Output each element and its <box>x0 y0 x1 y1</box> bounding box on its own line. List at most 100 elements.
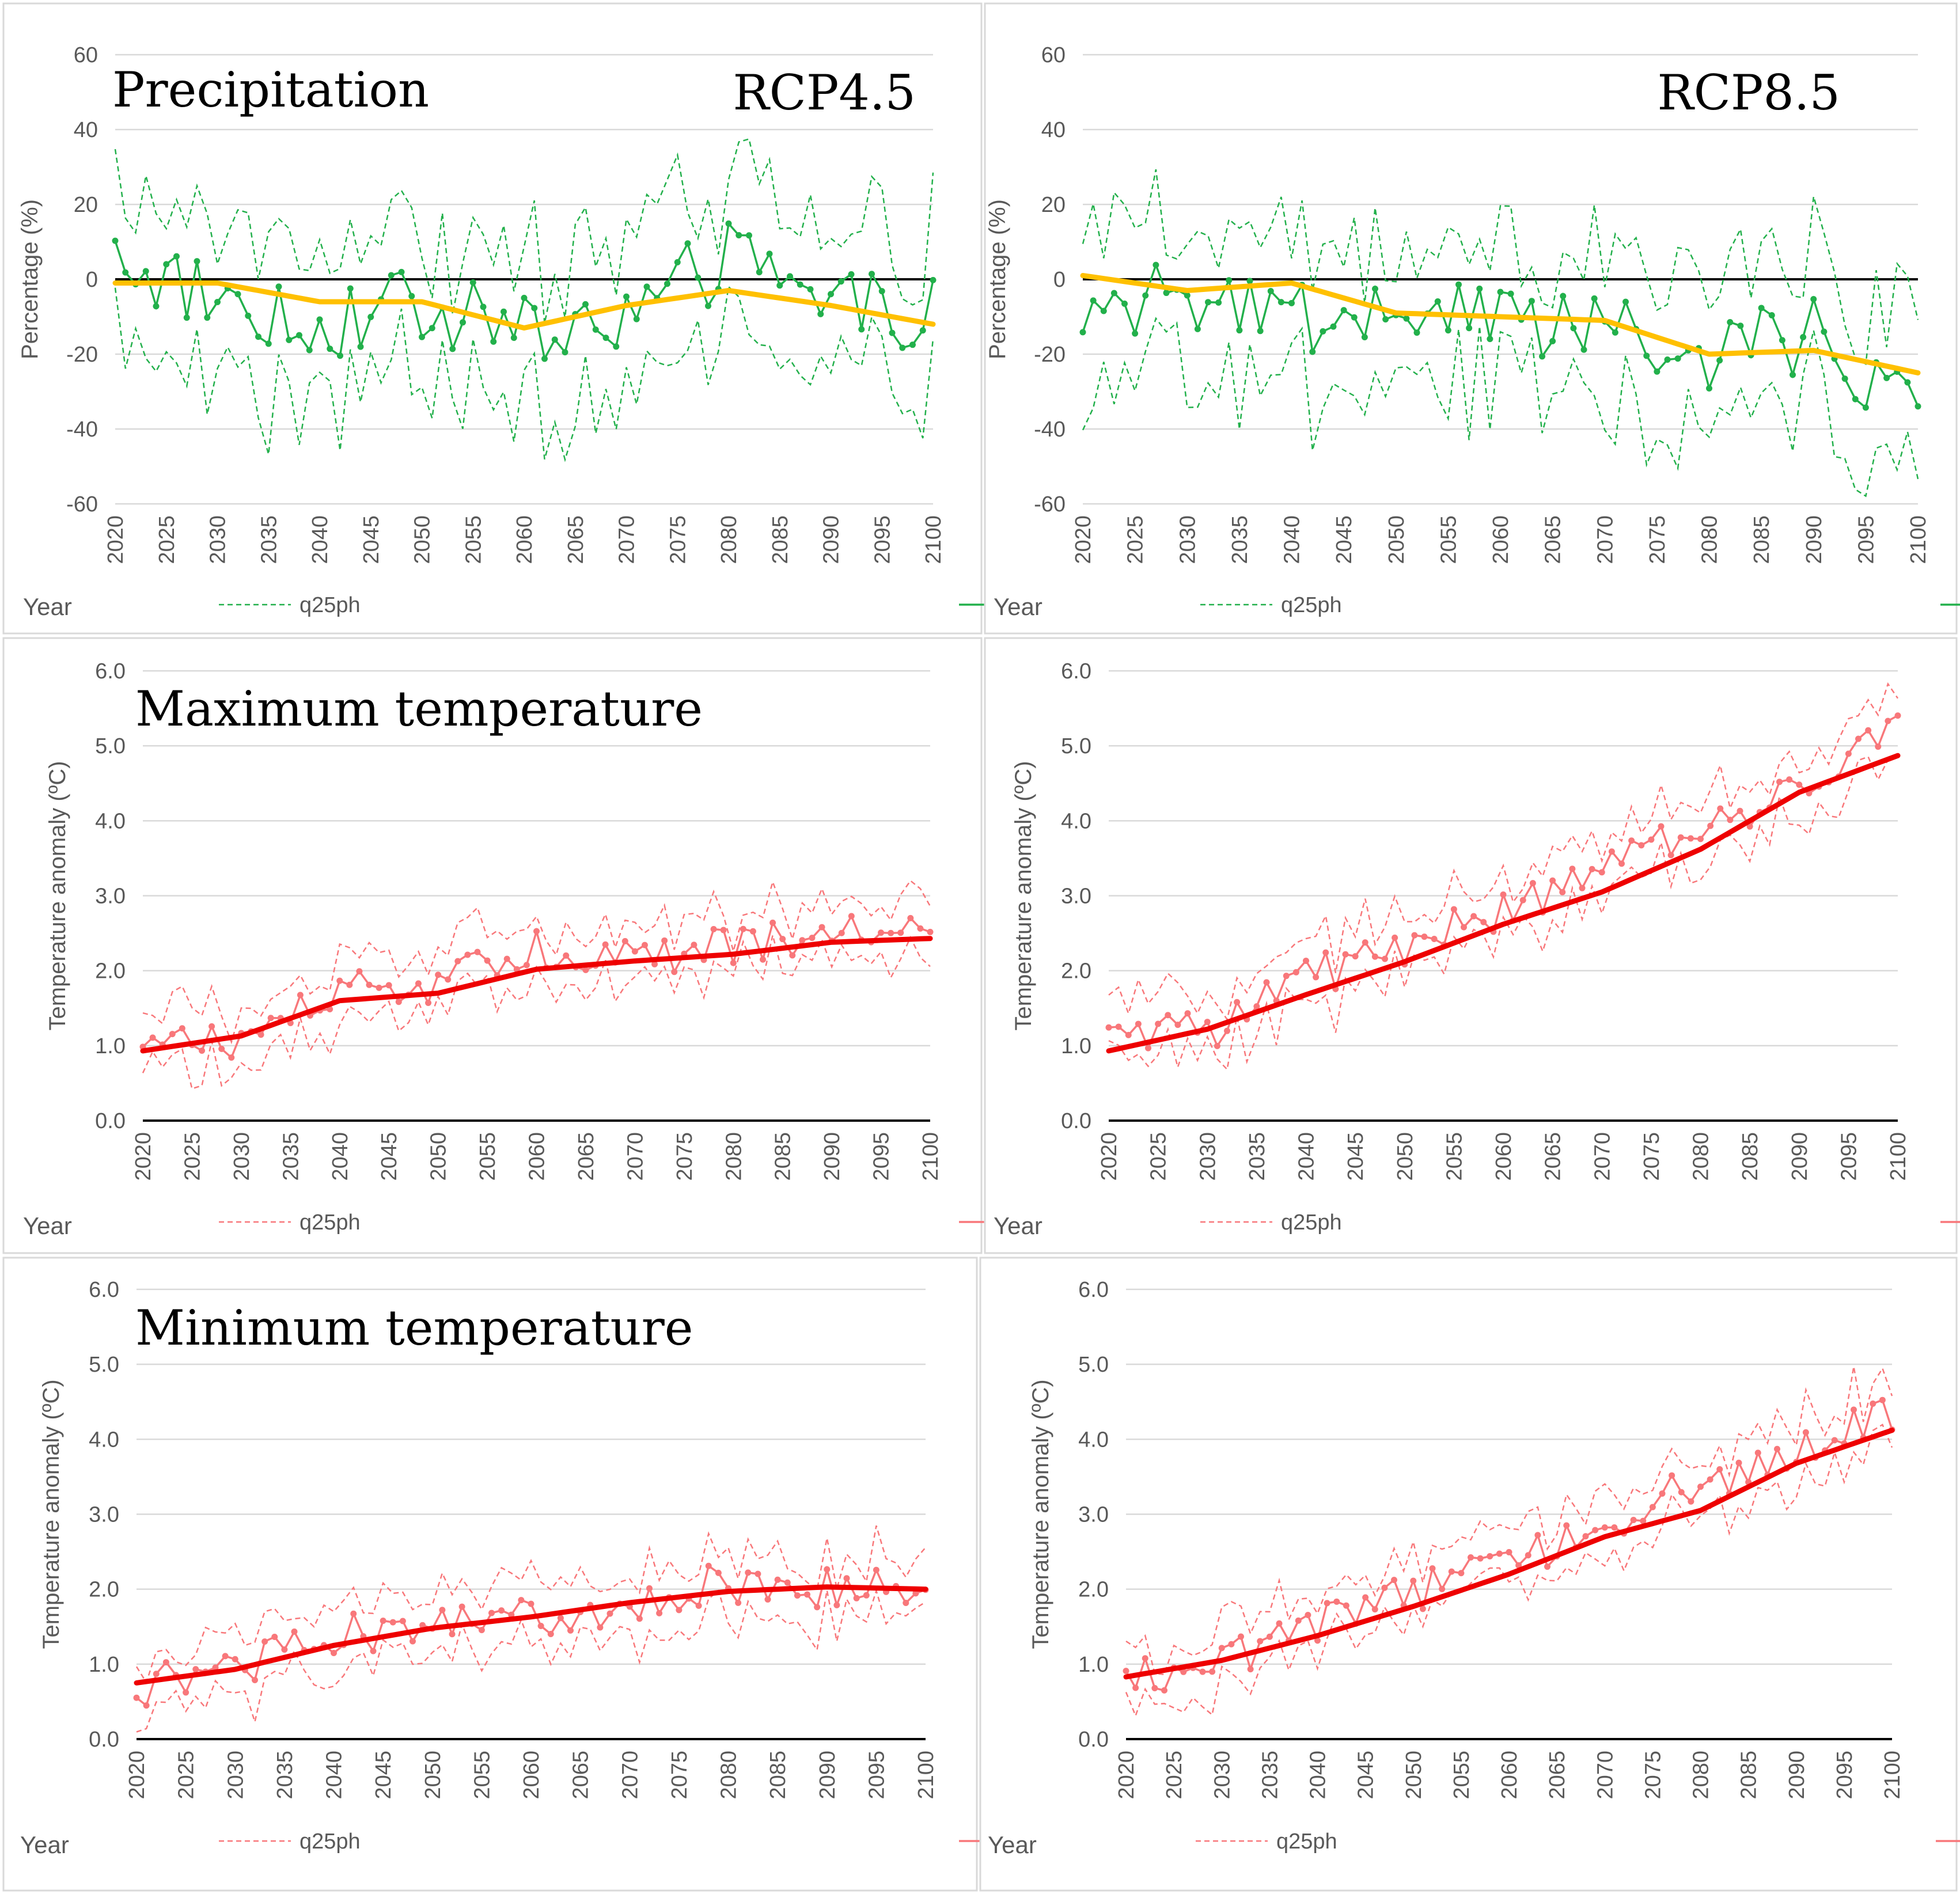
q50ph-point <box>858 326 865 333</box>
q50ph-point <box>838 929 845 936</box>
q50ph-point <box>1630 1516 1637 1523</box>
q50ph-point <box>1529 880 1536 887</box>
x-tick-label: 2020 <box>125 1751 149 1800</box>
x-tick-label: 2070 <box>1590 1132 1614 1181</box>
series-10-years <box>134 1584 928 1686</box>
q50ph-point <box>1333 1598 1340 1605</box>
q50ph-point <box>930 276 937 283</box>
y-axis-title: Temperature anomaly (ºC) <box>39 1379 64 1649</box>
q50ph-point <box>1687 835 1694 842</box>
q50ph-point <box>1914 403 1921 410</box>
q50ph-point <box>478 1627 485 1634</box>
y-tick-label: 2.0 <box>95 959 126 984</box>
x-tick-label: 2075 <box>668 1751 692 1800</box>
q50ph-point <box>1155 1020 1162 1027</box>
q50ph-point <box>1247 1666 1254 1673</box>
q50ph-point <box>1506 1548 1512 1555</box>
q50ph-point <box>779 936 786 943</box>
q50ph-point <box>674 259 681 265</box>
q50ph-point <box>1716 1466 1723 1472</box>
q50ph-point <box>1697 836 1704 842</box>
q50ph-point <box>192 1666 199 1673</box>
q50ph-point <box>464 951 471 958</box>
x-tick-label: 2075 <box>666 515 690 564</box>
q50ph-point <box>367 313 374 320</box>
x-axis-title: Year <box>988 1831 1037 1858</box>
q50ph-point <box>621 937 628 944</box>
q50ph-point <box>1110 290 1117 297</box>
q50ph-point <box>410 1638 416 1645</box>
x-tick-label: 2030 <box>1196 1132 1220 1181</box>
q50ph-point <box>1205 299 1211 306</box>
y-tick-label: 3.0 <box>89 1503 119 1527</box>
x-tick-label: 2035 <box>1245 1132 1269 1181</box>
x-tick-label: 2085 <box>766 1751 790 1800</box>
q50ph-point <box>710 926 717 933</box>
q50ph-point <box>1549 877 1556 884</box>
q50ph-point <box>1455 281 1462 288</box>
x-tick-label: 2060 <box>520 1751 544 1800</box>
q50ph-point <box>1638 842 1645 849</box>
y-tick-label: 3.0 <box>1061 885 1091 909</box>
q50ph-point <box>518 1597 525 1604</box>
q50ph-point <box>582 301 589 308</box>
q50ph-point <box>356 968 363 975</box>
x-tick-label: 2035 <box>1228 515 1252 564</box>
q50ph-point <box>1362 1594 1369 1601</box>
q50ph-point <box>1204 1019 1211 1026</box>
x-tick-label: 2070 <box>1593 515 1617 564</box>
q50ph-point <box>661 937 668 944</box>
y-tick-label: -40 <box>1034 417 1066 442</box>
q50ph-point <box>1525 1552 1531 1559</box>
q50ph-point <box>1688 1498 1694 1505</box>
x-tick-label: 2045 <box>1344 1132 1368 1181</box>
q50ph-point <box>1707 1476 1713 1483</box>
q50ph-point <box>1372 285 1378 292</box>
panel-title: Maximum temperature <box>135 681 703 737</box>
series-q25ph <box>114 285 934 462</box>
q50ph-point <box>1802 1429 1809 1436</box>
y-tick-label: 0.0 <box>1078 1728 1109 1752</box>
y-tick-label: 5.0 <box>89 1353 119 1377</box>
q50ph-point <box>370 1648 377 1654</box>
x-tick-label: 2090 <box>1788 1132 1812 1181</box>
q50ph-point <box>848 913 855 920</box>
x-tick-label: 2030 <box>223 1751 248 1800</box>
q50ph-point <box>1885 718 1891 724</box>
x-tick-label: 2065 <box>1541 1132 1565 1181</box>
q50ph-point <box>1648 836 1655 843</box>
x-tick-label: 2085 <box>1737 1751 1761 1800</box>
q50ph-point <box>1391 1577 1397 1584</box>
y-tick-label: 2.0 <box>89 1578 119 1602</box>
q50ph-point <box>1544 1563 1550 1570</box>
q50ph-point <box>183 1689 189 1696</box>
q50ph-point <box>1790 371 1796 378</box>
q50ph-point <box>897 929 904 936</box>
q50ph-point <box>1295 1617 1302 1624</box>
y-tick-label: 0.0 <box>89 1728 119 1752</box>
x-tick-label: 2100 <box>1881 1751 1905 1800</box>
q50ph-point <box>818 924 825 931</box>
q50ph-point <box>541 355 548 362</box>
q50ph-point <box>474 948 481 955</box>
x-tick-label: 2090 <box>820 515 844 564</box>
q50ph-point <box>488 1610 495 1616</box>
q50ph-point <box>1257 328 1264 335</box>
q50ph-point <box>1224 1027 1230 1034</box>
q50ph-point <box>1659 1490 1666 1497</box>
q50ph-point <box>1870 1400 1876 1407</box>
q50ph-point <box>1628 837 1635 844</box>
q50ph-point <box>1090 297 1097 304</box>
y-tick-label: 6.0 <box>95 659 126 684</box>
q50ph-point <box>1277 299 1284 306</box>
x-tick-label: 2020 <box>131 1132 156 1181</box>
q50ph-point <box>1852 396 1859 403</box>
y-tick-label: -60 <box>1034 492 1066 517</box>
q50ph-point <box>521 294 528 301</box>
q50ph-point <box>1313 974 1320 981</box>
q50ph-point <box>1841 375 1848 382</box>
q50ph-point <box>1125 1031 1132 1038</box>
q50ph-point <box>445 976 452 983</box>
q50ph-point <box>705 302 711 309</box>
